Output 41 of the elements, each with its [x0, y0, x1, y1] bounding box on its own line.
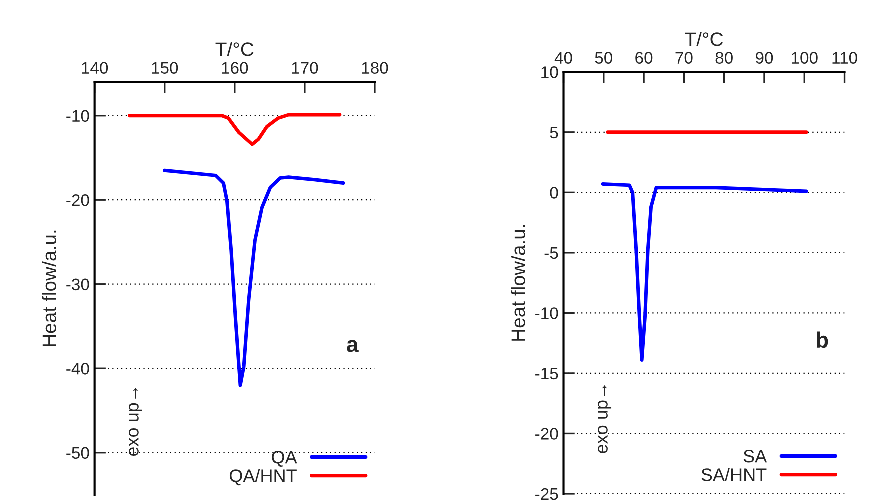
y-tick-label: -20 — [66, 194, 90, 206]
x-tick-label: 150 — [152, 62, 178, 74]
y-tick-label: -40 — [66, 363, 90, 375]
annotation: exo up→ — [129, 388, 142, 456]
y-tick-label: -15 — [536, 368, 558, 380]
x-tick-label: 50 — [595, 52, 613, 64]
x-tick-label: 60 — [636, 52, 653, 64]
y-axis-title: Heat flow/a.u. — [42, 230, 56, 346]
x-axis-title: T/°C — [685, 32, 724, 46]
line-series — [163, 168, 346, 388]
x-tick-label: 140 — [82, 62, 108, 74]
x-tick-label: 100 — [792, 52, 818, 64]
y-tick-label: -10 — [66, 110, 90, 122]
y-tick-label: -10 — [536, 308, 558, 320]
annotation: a — [347, 340, 359, 352]
y-tick-label: -20 — [536, 428, 558, 440]
x-tick-label: 70 — [676, 52, 693, 64]
x-tick-label: 170 — [292, 62, 318, 74]
line-series — [601, 182, 808, 362]
x-tick-label: 110 — [832, 52, 858, 64]
line-series — [128, 113, 342, 146]
legend-label: QA/HNT — [230, 469, 297, 486]
y-tick-label: 5 — [550, 126, 558, 139]
y-tick-label: -30 — [66, 278, 90, 291]
y-tick-label: -25 — [536, 488, 558, 500]
legend-label: QA — [272, 450, 298, 467]
x-tick-label: 40 — [554, 52, 572, 64]
y-tick-label: 10 — [542, 66, 558, 78]
y-tick-label: -50 — [66, 447, 90, 460]
legend-label: SA/HNT — [702, 468, 767, 482]
y-tick-label: 0 — [550, 187, 558, 199]
x-tick-label: 180 — [362, 62, 388, 74]
x-tick-label: 80 — [716, 52, 733, 64]
y-tick-label: -5 — [544, 248, 558, 260]
x-tick-label: 160 — [222, 62, 248, 74]
annotation: b — [816, 332, 828, 348]
x-axis-title: T/°C — [216, 42, 254, 56]
x-tick-label: 90 — [756, 52, 774, 64]
annotation: exo up→ — [598, 386, 612, 454]
y-axis-title: Heat flow/a.u. — [511, 225, 526, 341]
legend-label: SA — [744, 450, 768, 463]
